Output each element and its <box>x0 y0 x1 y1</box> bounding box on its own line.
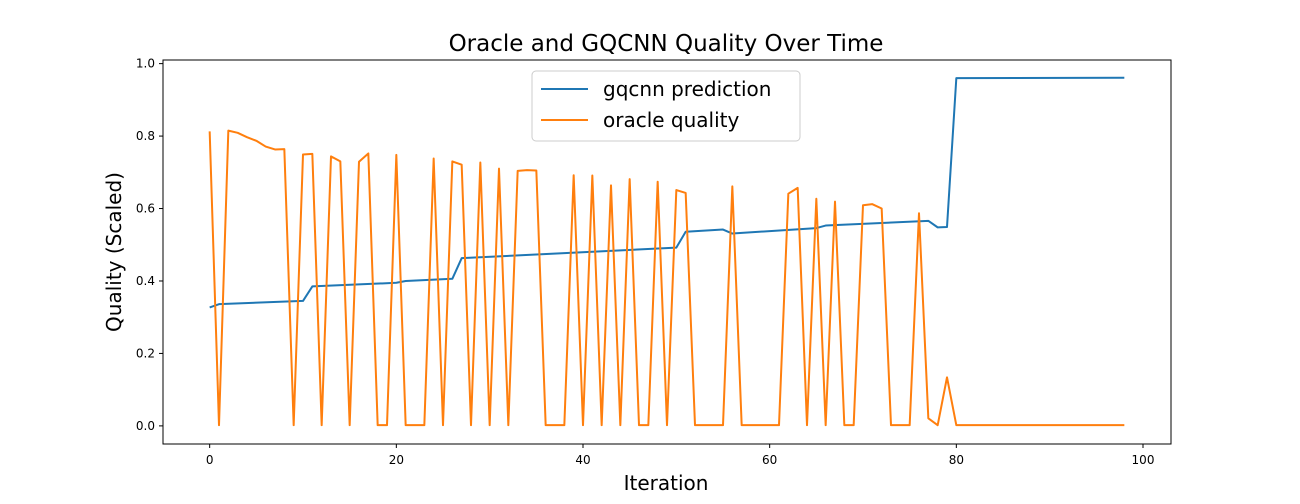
plot-frame <box>162 59 1172 445</box>
x-tick-label: 60 <box>762 453 777 467</box>
x-tick-label: 80 <box>949 453 964 467</box>
y-axis-ticks: 0.0 0.2 0.4 0.6 0.8 1.0 <box>136 57 163 433</box>
x-axis-ticks: 0 20 40 60 80 100 <box>206 444 1155 467</box>
x-tick-label: 100 <box>1132 453 1155 467</box>
chart-title: Oracle and GQCNN Quality Over Time <box>449 31 884 57</box>
y-tick-label: 0.4 <box>136 274 155 288</box>
legend-label-oracle-quality: oracle quality <box>603 108 740 132</box>
legend-box <box>531 70 801 142</box>
plot-lines <box>208 76 1125 427</box>
y-tick-label: 0.2 <box>136 346 155 360</box>
series-line-oracle-quality <box>208 129 1125 427</box>
legend: gqcnn prediction oracle quality <box>531 70 801 142</box>
series-line-gqcnn-prediction <box>209 76 1125 309</box>
y-tick-label: 0.6 <box>136 202 155 216</box>
x-tick-label: 20 <box>389 453 404 467</box>
y-axis-title: Quality (Scaled) <box>102 172 126 332</box>
y-tick-label: 0.8 <box>136 129 155 143</box>
y-tick-label: 1.0 <box>136 57 155 71</box>
x-tick-label: 0 <box>206 453 214 467</box>
x-tick-label: 40 <box>575 453 590 467</box>
x-axis-title: Iteration <box>624 471 709 495</box>
legend-label-gqcnn-prediction: gqcnn prediction <box>603 77 771 101</box>
y-tick-label: 0.0 <box>136 419 155 433</box>
